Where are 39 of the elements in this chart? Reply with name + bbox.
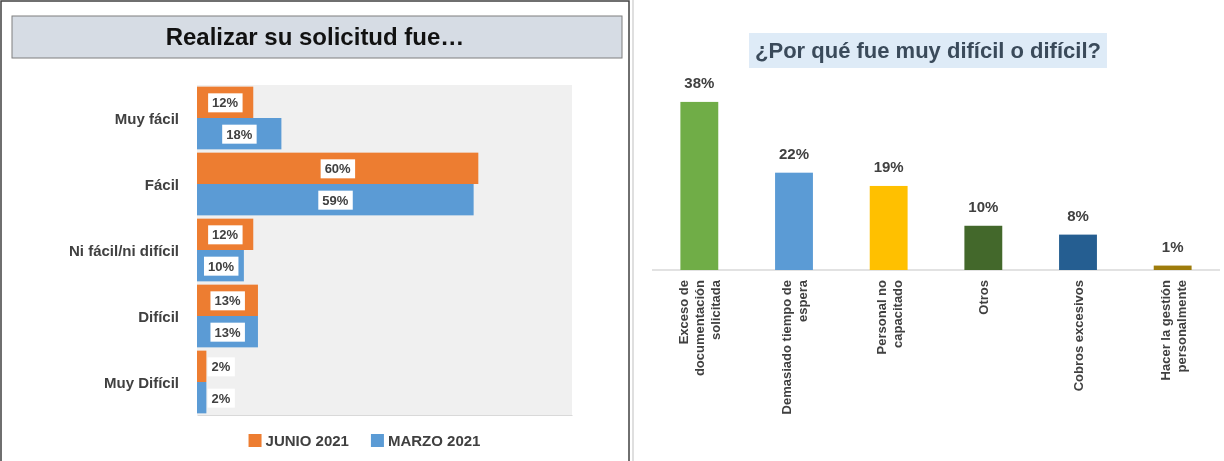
bar [197, 184, 474, 216]
data-label: 12% [212, 227, 239, 243]
data-label: 12% [212, 95, 239, 111]
chart-title: Realizar su solicitud fue… [165, 23, 465, 50]
data-label: 13% [214, 293, 241, 309]
bar [964, 225, 1003, 270]
data-label: 60% [324, 161, 352, 177]
y-tick-label: Muy Difícil [103, 374, 179, 391]
data-label: 2% [211, 390, 231, 406]
y-tick-label: Fácil [144, 176, 179, 193]
data-label: 13% [214, 324, 241, 340]
data-label: 19% [873, 157, 904, 175]
x-tick-label: Otros [976, 280, 992, 315]
data-label: 8% [1067, 206, 1089, 224]
data-label: 18% [226, 126, 253, 142]
x-tick-label: Demasiado tiempo de espera [779, 279, 810, 415]
x-tick-label: Exceso de documentación solicitada [676, 279, 724, 377]
x-tick-label: Personal no capacitado [873, 279, 905, 355]
x-tick-label: Cobros excesivos [1071, 280, 1086, 392]
data-label: 22% [778, 144, 810, 162]
data-label: 59% [322, 192, 349, 208]
data-label: 38% [684, 73, 715, 91]
chart-title: ¿Por qué fue muy difícil o difícil? [755, 38, 1101, 63]
bar [1153, 265, 1192, 270]
legend-label: MARZO 2021 [387, 432, 481, 449]
y-tick-label: Muy fácil [114, 110, 179, 127]
data-label: 10% [968, 197, 999, 215]
legend-label: JUNIO 2021 [265, 432, 349, 449]
data-label: 1% [1161, 237, 1184, 255]
bar [869, 185, 908, 270]
data-label: 10% [207, 258, 235, 274]
data-label: 2% [211, 359, 231, 375]
bar [197, 152, 479, 184]
bar [680, 101, 719, 270]
bar [775, 172, 813, 270]
y-tick-label: Difícil [138, 308, 179, 325]
x-tick-label: Hacer la gestión personalmente [1157, 279, 1189, 381]
y-tick-label: Ni fácil/ni difícil [68, 242, 179, 259]
bar [1059, 234, 1097, 270]
